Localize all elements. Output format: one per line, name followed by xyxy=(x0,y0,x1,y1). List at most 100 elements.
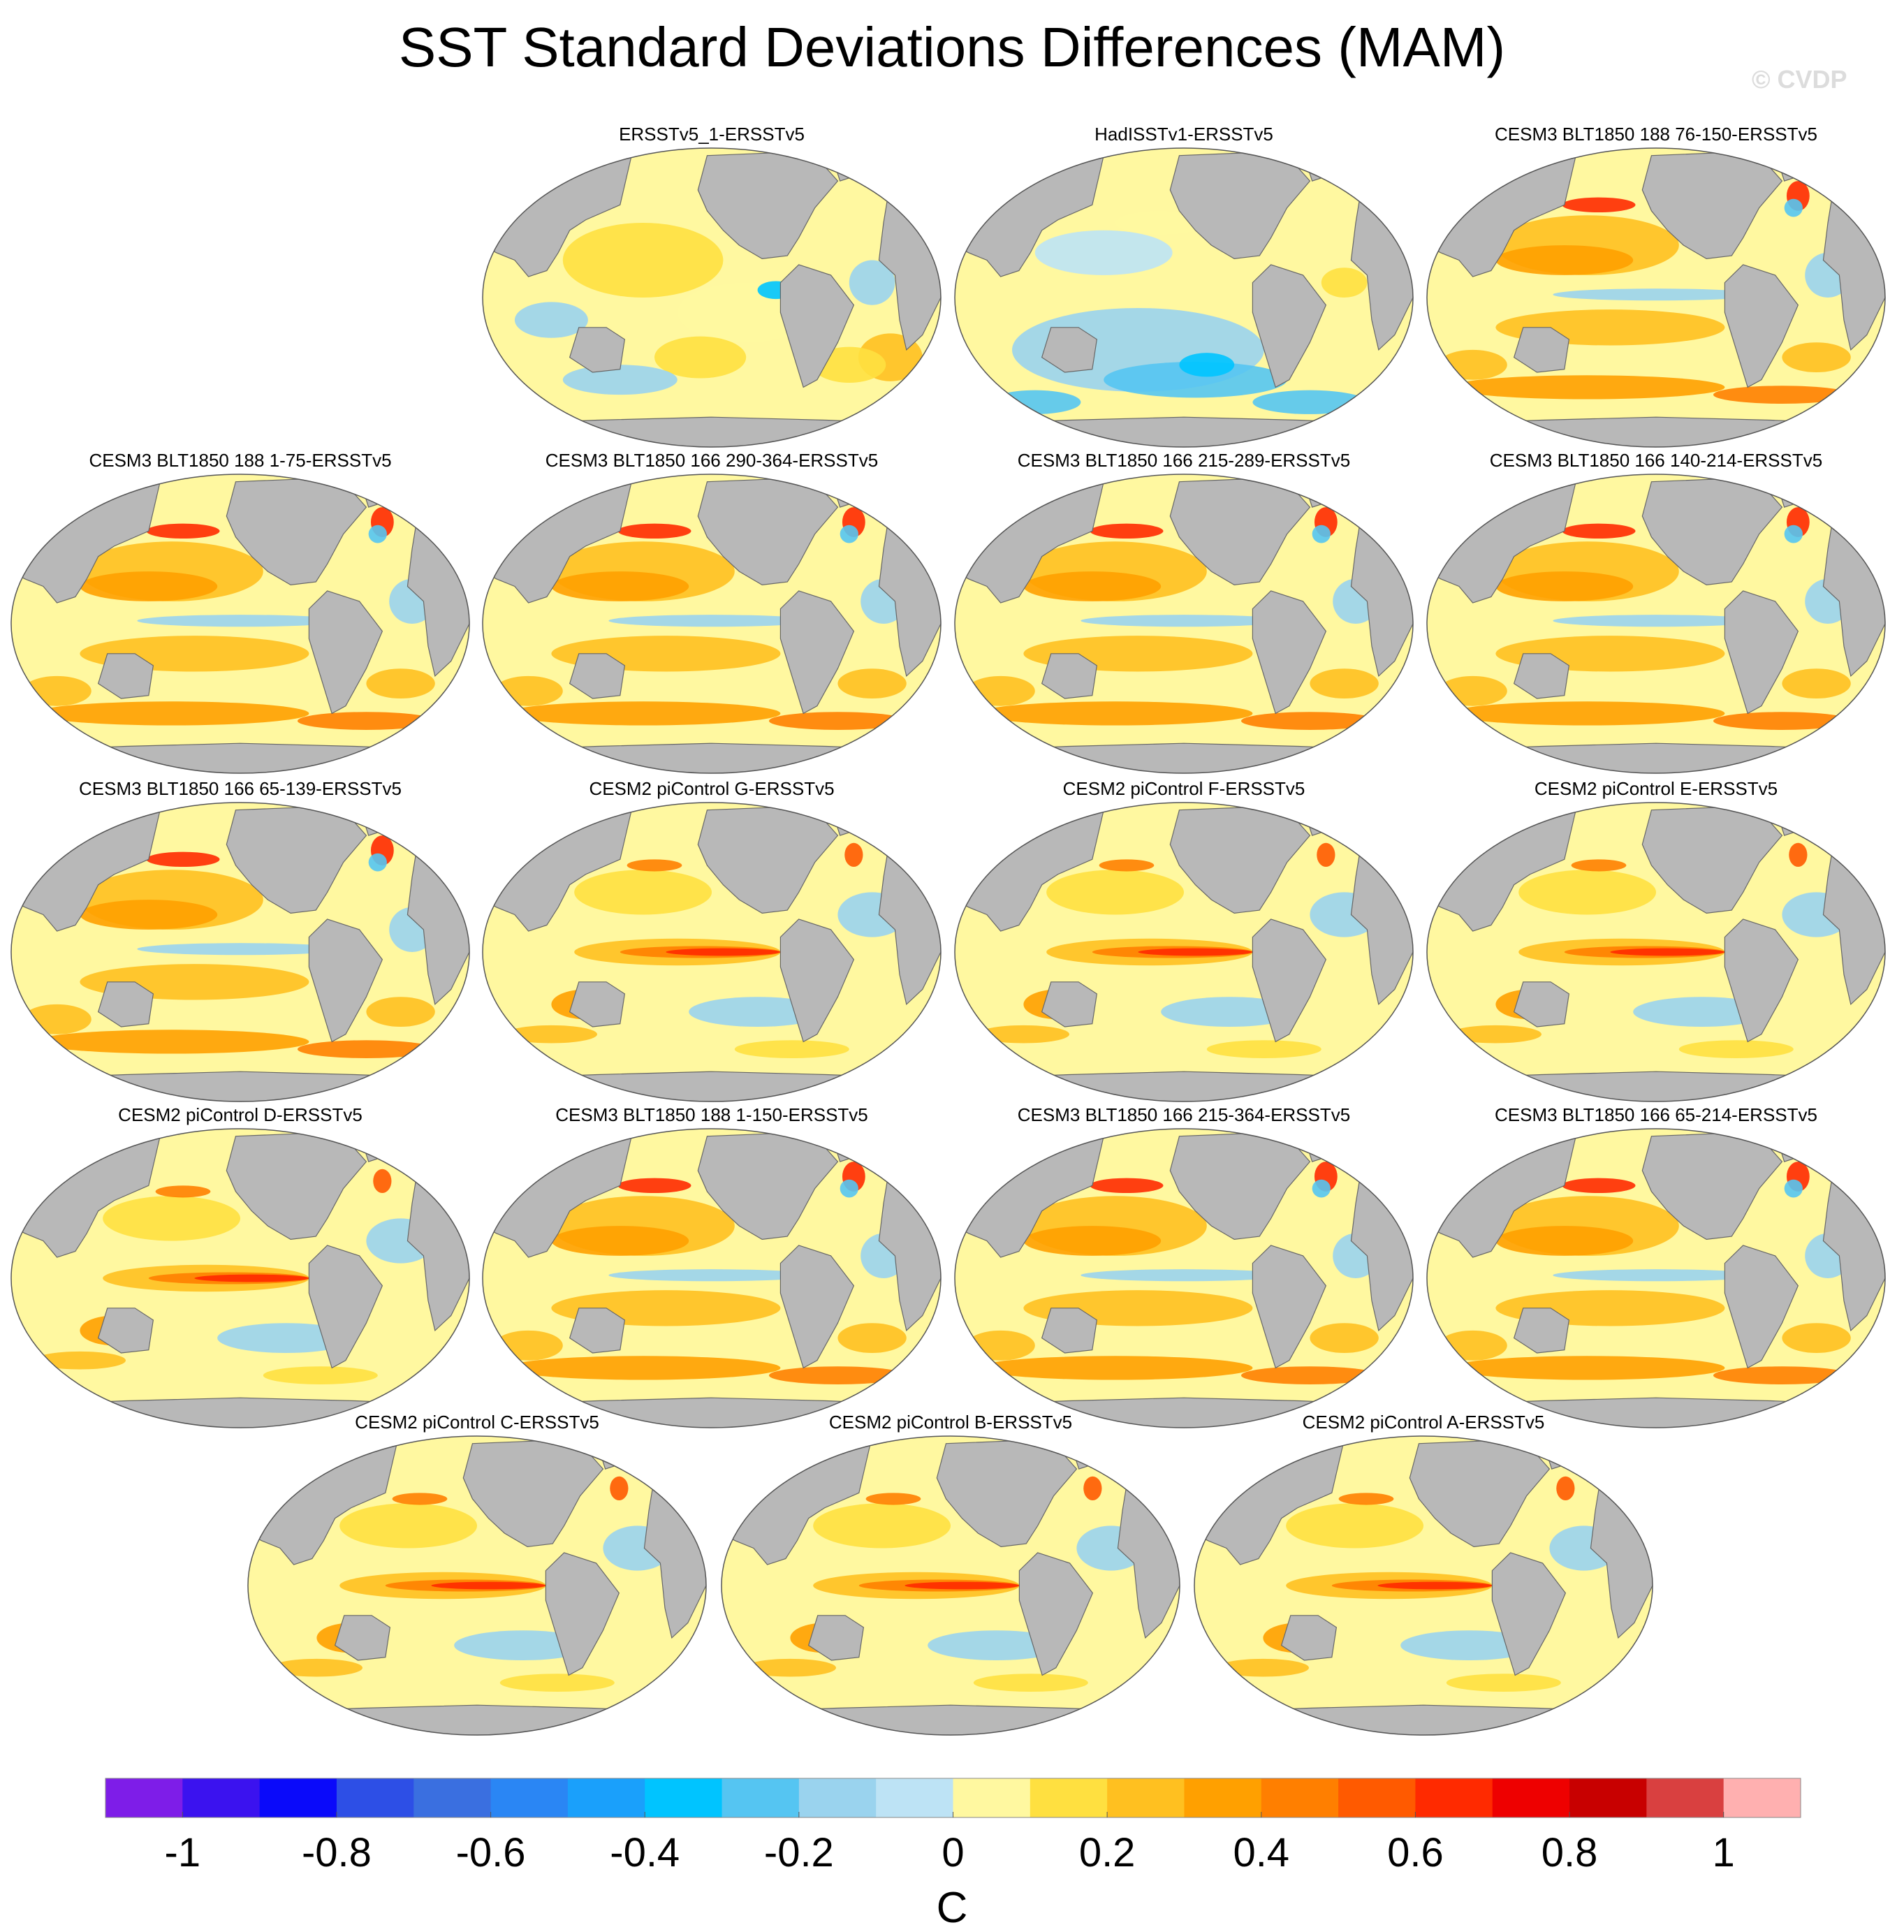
panel-title: CESM3 BLT1850 188 1-75-ERSSTv5 xyxy=(89,450,392,471)
anomaly-patch xyxy=(1713,386,1851,404)
world-map xyxy=(1426,1128,1886,1428)
anomaly-patch xyxy=(263,1366,378,1384)
anomaly-patch xyxy=(769,1366,907,1384)
anomaly-patch xyxy=(494,1330,563,1361)
anomaly-patch xyxy=(1081,1269,1287,1282)
antarctica-landmass xyxy=(1427,1071,1885,1102)
anomaly-patch xyxy=(1784,525,1803,543)
south-america-landmass xyxy=(1724,264,1799,388)
world-map xyxy=(482,474,942,774)
map-panel: CESM2 piControl A-ERSSTv5 xyxy=(1186,1411,1661,1739)
anomaly-patch xyxy=(137,943,344,956)
south-america-landmass xyxy=(1724,1245,1799,1369)
map-panel: CESM3 BLT1850 166 140-214-ERSSTv5 xyxy=(1419,449,1894,777)
anomaly-patch xyxy=(617,1178,691,1194)
panel-title: CESM3 BLT1850 188 1-150-ERSSTv5 xyxy=(555,1104,868,1125)
anomaly-patch xyxy=(562,223,724,298)
colorbar-tick-label: 0 xyxy=(942,1830,964,1875)
colorbar-tick-label: 0.4 xyxy=(1233,1830,1289,1875)
colorbar-box xyxy=(259,1778,337,1817)
world-map xyxy=(10,802,470,1102)
map-panel: CESM3 BLT1850 166 215-364-ERSSTv5 xyxy=(946,1104,1421,1432)
world-map xyxy=(1426,474,1886,774)
anomaly-patch xyxy=(194,1274,309,1282)
world-map xyxy=(482,802,942,1102)
anomaly-patch xyxy=(494,675,563,706)
anomaly-patch xyxy=(366,997,435,1027)
map-panel: CESM2 piControl D-ERSSTv5 xyxy=(3,1104,478,1432)
map-outline xyxy=(482,1128,942,1428)
anomaly-patch xyxy=(1090,1178,1164,1194)
colorbar-box xyxy=(567,1778,645,1817)
anomaly-patch xyxy=(1556,1476,1575,1501)
map-outline xyxy=(954,147,1414,448)
colorbar-box xyxy=(722,1778,800,1817)
south-america-landmass xyxy=(1252,264,1327,388)
map-outline xyxy=(1426,802,1886,1102)
panel-title: CESM3 BLT1850 166 140-214-ERSSTv5 xyxy=(1489,450,1823,471)
anomaly-patch xyxy=(865,1493,921,1505)
panel-title: HadISSTv1-ERSSTv5 xyxy=(1094,124,1273,145)
anomaly-patch xyxy=(1518,870,1656,915)
australia-landmass xyxy=(1041,327,1098,373)
colorbar-box xyxy=(413,1778,492,1817)
colorbar-box xyxy=(876,1778,953,1817)
map-outline xyxy=(954,474,1414,774)
anomaly-patch xyxy=(837,668,907,698)
panel-title: ERSSTv5_1-ERSSTv5 xyxy=(619,124,805,145)
map-outline xyxy=(482,474,942,774)
anomaly-patch xyxy=(1562,197,1636,213)
anomaly-patch xyxy=(1789,842,1808,868)
antarctica-landmass xyxy=(955,1071,1413,1102)
anomaly-patch xyxy=(1083,1476,1102,1501)
world-map xyxy=(10,474,470,774)
anomaly-patch xyxy=(22,675,91,706)
panel-title: CESM2 piControl A-ERSSTv5 xyxy=(1302,1412,1545,1433)
antarctica-landmass xyxy=(248,1704,706,1735)
anomaly-patch xyxy=(1782,1323,1851,1353)
south-america-landmass xyxy=(545,1552,620,1676)
anomaly-patch xyxy=(1438,349,1507,380)
anomaly-patch xyxy=(608,1269,815,1282)
map-outline xyxy=(10,1128,470,1428)
panel-title: CESM2 piControl D-ERSSTv5 xyxy=(118,1104,363,1125)
colorbar-box xyxy=(1261,1778,1339,1817)
map-outline xyxy=(721,1435,1180,1736)
map-outline xyxy=(482,802,942,1102)
map-panel: CESM3 BLT1850 166 290-364-ERSSTv5 xyxy=(474,449,949,777)
colorbar-tick-label: -0.6 xyxy=(456,1830,526,1875)
anomaly-patch xyxy=(1784,198,1803,217)
antarctica-landmass xyxy=(1427,416,1885,447)
anomaly-patch xyxy=(1317,842,1335,868)
anomaly-patch xyxy=(973,1674,1088,1692)
anomaly-patch xyxy=(1023,571,1162,601)
south-america-landmass xyxy=(308,590,383,715)
map-panel: CESM2 piControl B-ERSSTv5 xyxy=(713,1411,1188,1739)
anomaly-patch xyxy=(339,1503,477,1549)
map-outline xyxy=(247,1435,707,1736)
anomaly-patch xyxy=(1241,1366,1379,1384)
australia-landmass xyxy=(807,1615,865,1661)
anomaly-patch xyxy=(1312,1179,1331,1198)
anomaly-patch xyxy=(1562,1178,1636,1194)
antarctica-landmass xyxy=(483,742,941,773)
anomaly-patch xyxy=(608,615,815,627)
anomaly-patch xyxy=(574,870,712,915)
map-outline xyxy=(10,474,470,774)
anomaly-patch xyxy=(666,948,781,956)
anomaly-patch xyxy=(966,675,1035,706)
colorbar-box xyxy=(182,1778,261,1817)
map-panel: CESM3 BLT1850 188 76-150-ERSSTv5 xyxy=(1419,123,1894,451)
colorbar-tick-label: 0.8 xyxy=(1541,1830,1598,1875)
australia-landmass xyxy=(97,981,154,1027)
map-outline xyxy=(954,802,1414,1102)
anomaly-patch xyxy=(744,1658,836,1677)
colorbar-tick-label: -0.4 xyxy=(610,1830,680,1875)
australia-landmass xyxy=(569,1308,626,1354)
panel-title: CESM2 piControl E-ERSSTv5 xyxy=(1534,778,1778,799)
map-panel: CESM2 piControl G-ERSSTv5 xyxy=(474,777,949,1106)
anomaly-patch xyxy=(137,615,344,627)
world-map xyxy=(1426,802,1886,1102)
anomaly-patch xyxy=(103,1196,240,1241)
south-america-landmass xyxy=(308,1245,383,1369)
